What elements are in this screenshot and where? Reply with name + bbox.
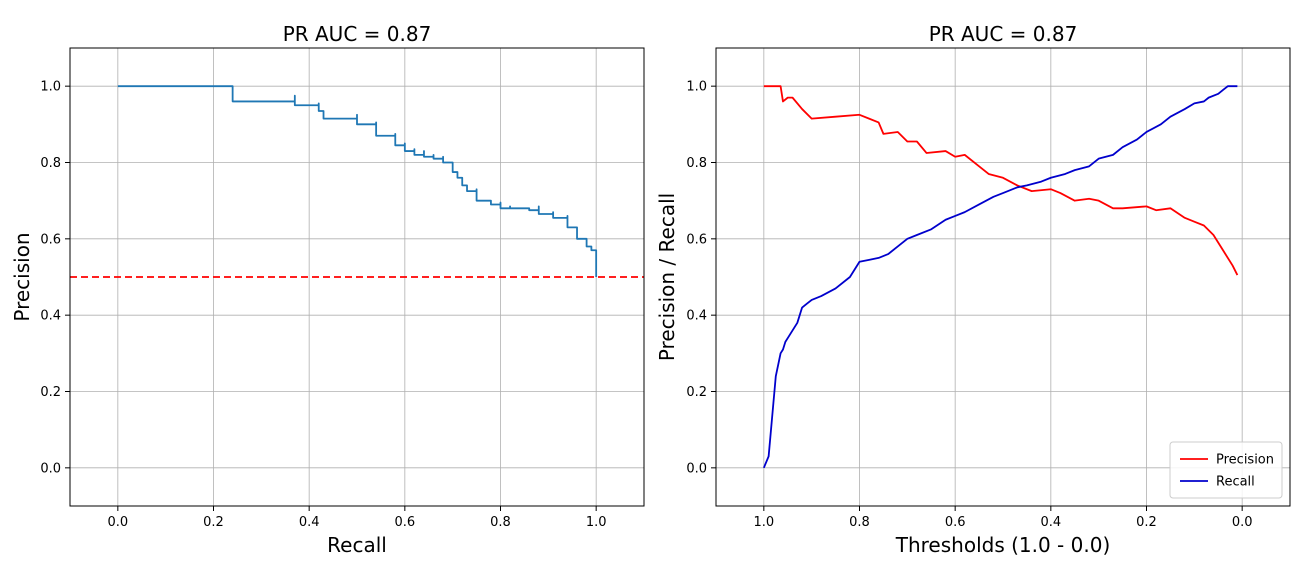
legend-box: [1169, 441, 1283, 499]
legend: Precision Recall: [1169, 441, 1283, 499]
y-axis-title: Precision / Recall: [655, 193, 679, 361]
legend-label-precision: Precision: [1216, 453, 1274, 468]
y-tick-label: 0.2: [40, 385, 61, 400]
axes-frame: [715, 47, 1291, 507]
chart-title: PR AUC = 0.87: [929, 22, 1078, 46]
x-tick-label: 0.6: [945, 515, 966, 530]
y-tick-label: 0.8: [40, 156, 61, 171]
x-tick-label: 1.0: [753, 515, 774, 530]
y-axis-title: Precision: [10, 232, 34, 321]
x-tick-label: 0.2: [203, 515, 224, 530]
series-line-series-0: [117, 85, 598, 277]
y-tick-label: 0.6: [686, 232, 707, 247]
x-tick-label: 0.4: [299, 515, 320, 530]
series-line-precision: [763, 85, 1239, 276]
legend-label-recall: Recall: [1216, 475, 1255, 490]
x-tick-label: 0.2: [1136, 515, 1157, 530]
x-tick-label: 0.8: [849, 515, 870, 530]
x-axis-title: Thresholds (1.0 - 0.0): [895, 533, 1111, 557]
x-axis-title: Recall: [327, 533, 387, 557]
y-tick-label: 0.0: [686, 461, 707, 476]
y-tick-label: 0.8: [686, 156, 707, 171]
y-tick-label: 0.0: [40, 461, 61, 476]
x-tick-label: 0.0: [1232, 515, 1253, 530]
axes-frame: [69, 47, 645, 507]
chart-title: PR AUC = 0.87: [283, 22, 432, 46]
y-tick-label: 0.2: [686, 385, 707, 400]
y-tick-label: 0.4: [40, 309, 61, 324]
y-tick-label: 1.0: [40, 80, 61, 95]
y-tick-label: 0.4: [686, 309, 707, 324]
x-tick-label: 0.0: [107, 515, 128, 530]
x-tick-label: 0.6: [394, 515, 415, 530]
chart-precision-recall: PR AUC = 0.87 Recall Precision 0.0 0.2 0.4…: [10, 22, 645, 557]
y-tick-label: 0.6: [40, 232, 61, 247]
chart-threshold-curves: PR AUC = 0.87 Thresholds (1.0 - 0.0) Pre…: [655, 22, 1291, 557]
x-tick-label: 1.0: [586, 515, 607, 530]
y-tick-label: 1.0: [686, 80, 707, 95]
x-tick-label: 0.8: [490, 515, 511, 530]
series-line-recall: [762, 85, 1238, 469]
x-tick-label: 0.4: [1040, 515, 1061, 530]
